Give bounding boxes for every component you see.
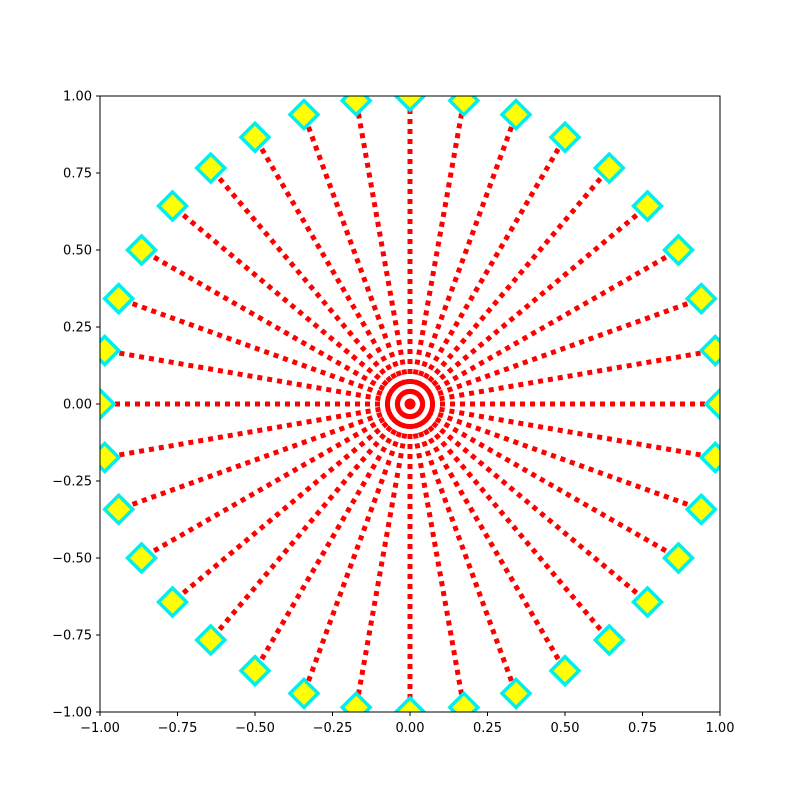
ray-end-marker-120 (238, 120, 272, 154)
ray-line-150 (140, 247, 412, 407)
ray-line-160 (117, 296, 411, 407)
ray-end-marker-170 (100, 334, 122, 367)
ray-line-230 (208, 402, 412, 642)
ray-end-marker-30 (661, 233, 695, 267)
x-tick-label: 0.25 (473, 721, 502, 736)
x-tick-label: 1.00 (706, 721, 735, 736)
ray-end-marker-40 (630, 189, 664, 223)
ray-line-330 (408, 401, 680, 561)
ray-line-320 (408, 402, 650, 604)
ray-line-260 (353, 403, 413, 708)
ray-line-120 (252, 136, 413, 406)
ray-end-marker-330 (661, 541, 695, 575)
ray-end-marker-130 (194, 151, 228, 185)
ray-end-marker-220 (156, 585, 190, 619)
ray-line-310 (408, 402, 612, 642)
ray-line-210 (140, 401, 412, 561)
ray-line-100 (353, 100, 413, 405)
y-tick-label: 0.75 (63, 167, 92, 182)
x-tick-label: 0.00 (396, 721, 425, 736)
ray-end-marker-180 (100, 387, 117, 421)
ray-end-marker-300 (548, 654, 582, 688)
ray-line-340 (409, 401, 703, 512)
y-tick-label: −0.50 (52, 552, 92, 567)
ray-line-200 (117, 401, 411, 512)
ray-end-marker-90 (393, 96, 427, 113)
ray-end-marker-160 (102, 282, 136, 316)
ray-end-marker-60 (548, 120, 582, 154)
y-tick-label: −0.75 (52, 629, 92, 644)
y-tick-label: 0.25 (63, 321, 92, 336)
ray-end-marker-190 (100, 441, 122, 474)
ray-end-marker-110 (287, 98, 321, 132)
markers-layer (100, 96, 720, 712)
ray-end-marker-10 (698, 334, 720, 367)
ray-end-marker-200 (102, 492, 136, 526)
x-tick-label: 0.75 (628, 721, 657, 736)
ray-line-170 (104, 348, 411, 407)
ray-line-50 (408, 166, 612, 406)
ray-end-marker-350 (698, 441, 720, 474)
ray-end-marker-210 (125, 541, 159, 575)
ray-line-10 (409, 348, 716, 407)
ray-line-30 (408, 247, 680, 407)
ray-end-marker-270 (393, 695, 427, 712)
ray-end-marker-140 (156, 189, 190, 223)
ray-end-marker-310 (592, 623, 626, 657)
ray-line-40 (408, 204, 650, 406)
ray-end-marker-260 (339, 690, 373, 712)
ray-line-70 (407, 113, 519, 405)
x-tick-label: −1.00 (80, 721, 120, 736)
ray-line-60 (407, 136, 568, 406)
x-tick-label: −0.50 (235, 721, 275, 736)
ray-line-300 (407, 402, 568, 672)
ray-line-250 (301, 403, 413, 695)
x-axis: −1.00 −0.75 −0.50 −0.25 0.00 0.25 0.50 0.75 1.00 (80, 712, 734, 736)
x-tick-label: −0.25 (313, 721, 353, 736)
ray-line-190 (104, 401, 411, 460)
x-tick-label: −0.75 (158, 721, 198, 736)
ray-line-240 (252, 402, 413, 672)
y-tick-label: −1.00 (52, 706, 92, 721)
ray-end-marker-230 (194, 623, 228, 657)
y-tick-label: 0.50 (63, 244, 92, 259)
ray-line-80 (407, 100, 467, 405)
ray-line-20 (409, 296, 703, 407)
ray-line-110 (301, 113, 413, 405)
y-tick-label: −0.25 (52, 475, 92, 490)
ray-end-marker-250 (287, 676, 321, 710)
ray-line-140 (170, 204, 412, 406)
ray-end-marker-290 (499, 676, 533, 710)
x-tick-label: 0.50 (551, 721, 580, 736)
ray-line-290 (407, 403, 519, 695)
ray-end-marker-50 (592, 151, 626, 185)
rays-layer (100, 96, 720, 712)
ray-end-marker-150 (125, 233, 159, 267)
y-axis: −1.00 −0.75 −0.50 −0.25 0.00 0.25 0.50 0.75 1.00 (52, 90, 100, 721)
ray-end-marker-340 (684, 492, 718, 526)
ray-line-350 (409, 401, 716, 460)
ray-line-220 (170, 402, 412, 604)
ray-end-marker-70 (499, 98, 533, 132)
y-tick-label: 0.00 (63, 398, 92, 413)
ray-end-marker-20 (684, 282, 718, 316)
ray-end-marker-280 (447, 690, 481, 712)
ray-end-marker-240 (238, 654, 272, 688)
ray-end-marker-0 (703, 387, 720, 421)
y-tick-label: 1.00 (63, 90, 92, 105)
ray-line-280 (407, 403, 467, 708)
ray-line-130 (208, 166, 412, 406)
ray-end-marker-320 (630, 585, 664, 619)
